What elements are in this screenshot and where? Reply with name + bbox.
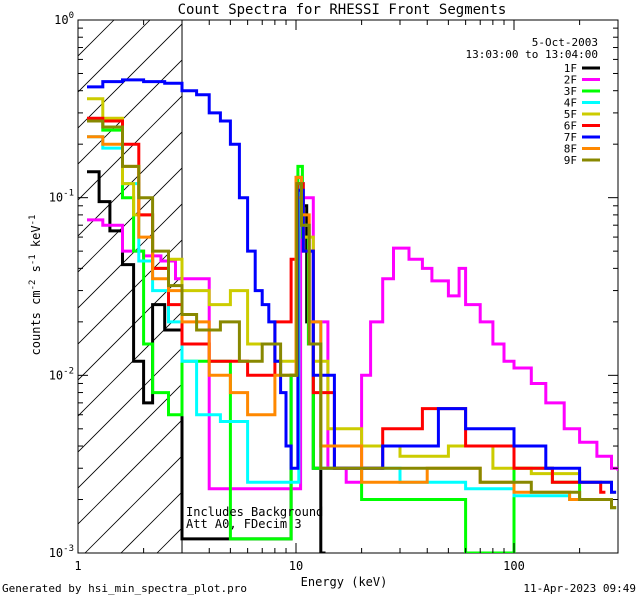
legend-label-3F: 3F bbox=[564, 85, 577, 98]
time-range-label: 13:03:00 to 13:04:00 bbox=[466, 48, 598, 61]
hatch-line bbox=[78, 20, 79, 21]
hatch-line bbox=[78, 95, 183, 201]
footer-timestamp: 11-Apr-2023 09:49 bbox=[523, 582, 636, 595]
footer-generated-by: Generated by hsi_min_spectra_plot.pro bbox=[2, 582, 248, 595]
series-line-3F bbox=[87, 119, 617, 553]
legend-label-5F: 5F bbox=[564, 108, 577, 121]
series-line-7F bbox=[87, 78, 617, 494]
series-line-8F bbox=[87, 135, 617, 510]
y-tick-label: 10-2 bbox=[49, 366, 74, 382]
legend-label-8F: 8F bbox=[564, 143, 577, 156]
x-tick-label: 1 bbox=[74, 559, 81, 573]
y-tick-label: 10-3 bbox=[49, 544, 74, 560]
legend-label-1F: 1F bbox=[564, 62, 577, 75]
legend-label-2F: 2F bbox=[564, 74, 577, 87]
y-tick-label: 100 bbox=[54, 11, 74, 27]
x-axis-label: Energy (keV) bbox=[301, 575, 388, 589]
hatch-line bbox=[78, 203, 183, 309]
hatch-line bbox=[78, 239, 183, 345]
y-axis-label: counts cm-2 s-1 keV-1 bbox=[28, 215, 43, 356]
hatch-line bbox=[78, 311, 183, 417]
date-label: 5-Oct-2003 bbox=[532, 36, 598, 49]
legend-label-9F: 9F bbox=[564, 154, 577, 167]
hatch-line bbox=[78, 23, 183, 129]
legend-label-7F: 7F bbox=[564, 131, 577, 144]
y-tick-label: 10-1 bbox=[49, 189, 74, 205]
series-line-9F bbox=[87, 119, 617, 510]
series-line-4F bbox=[87, 135, 617, 510]
hatch-line bbox=[78, 59, 183, 165]
legend-label-6F: 6F bbox=[564, 120, 577, 133]
series-line-5F bbox=[87, 97, 617, 494]
series-line-2F bbox=[87, 196, 618, 491]
x-tick-label: 10 bbox=[289, 559, 303, 573]
annotation-attenuator: Att A0, FDecim 3 bbox=[186, 517, 302, 531]
hatch-line bbox=[78, 275, 183, 381]
hatch-line bbox=[84, 455, 183, 553]
series-layer bbox=[87, 78, 618, 553]
x-tick-label: 100 bbox=[503, 559, 525, 573]
hatch-line bbox=[78, 419, 183, 525]
plot-frame bbox=[77, 19, 619, 554]
chart-title: Count Spectra for RHESSI Front Segments bbox=[178, 2, 507, 18]
hatch-line bbox=[78, 20, 151, 93]
annotation-background: Includes Background bbox=[186, 505, 323, 519]
hatch-line bbox=[78, 383, 183, 489]
hatch-line bbox=[78, 131, 183, 237]
legend-label-4F: 4F bbox=[564, 97, 577, 110]
